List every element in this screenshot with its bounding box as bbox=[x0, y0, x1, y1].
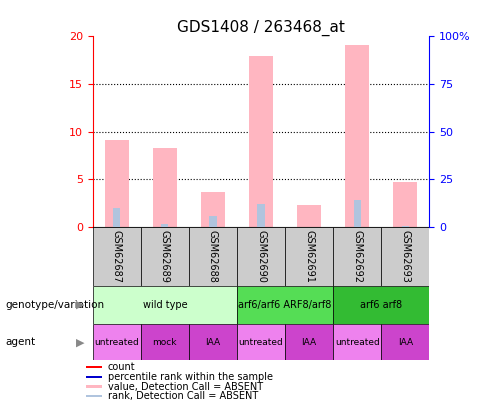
Title: GDS1408 / 263468_at: GDS1408 / 263468_at bbox=[177, 20, 345, 36]
Bar bbox=[86, 395, 102, 397]
Bar bbox=[354, 200, 361, 227]
Bar bbox=[333, 324, 381, 360]
Bar bbox=[402, 226, 409, 227]
Text: mock: mock bbox=[153, 338, 177, 347]
Bar bbox=[86, 386, 102, 388]
Text: agent: agent bbox=[5, 337, 35, 347]
Text: wild type: wild type bbox=[142, 300, 187, 310]
Bar bbox=[237, 227, 285, 286]
Bar bbox=[105, 140, 129, 227]
Text: GSM62688: GSM62688 bbox=[208, 230, 218, 283]
Text: untreated: untreated bbox=[239, 338, 284, 347]
Bar bbox=[93, 227, 141, 286]
Bar bbox=[86, 366, 102, 368]
Text: GSM62691: GSM62691 bbox=[304, 230, 314, 283]
Bar bbox=[237, 324, 285, 360]
Bar bbox=[141, 227, 189, 286]
Bar bbox=[153, 148, 177, 227]
Bar bbox=[345, 45, 369, 227]
Text: GSM62687: GSM62687 bbox=[112, 230, 122, 283]
Text: untreated: untreated bbox=[94, 338, 139, 347]
Text: arf6/arf6 ARF8/arf8: arf6/arf6 ARF8/arf8 bbox=[239, 300, 332, 310]
Text: GSM62692: GSM62692 bbox=[352, 230, 362, 283]
Bar bbox=[258, 204, 264, 227]
Bar bbox=[381, 324, 429, 360]
Bar bbox=[161, 224, 168, 227]
Bar bbox=[333, 227, 381, 286]
Bar bbox=[209, 216, 217, 227]
Bar bbox=[93, 286, 237, 324]
Bar bbox=[201, 192, 225, 227]
Text: GSM62693: GSM62693 bbox=[400, 230, 410, 283]
Text: arf6 arf8: arf6 arf8 bbox=[360, 300, 403, 310]
Text: genotype/variation: genotype/variation bbox=[5, 300, 104, 310]
Bar bbox=[189, 324, 237, 360]
Bar bbox=[285, 324, 333, 360]
Text: ▶: ▶ bbox=[76, 337, 85, 347]
Bar bbox=[113, 208, 121, 227]
Text: value, Detection Call = ABSENT: value, Detection Call = ABSENT bbox=[108, 382, 263, 392]
Text: count: count bbox=[108, 362, 135, 372]
Text: GSM62690: GSM62690 bbox=[256, 230, 266, 283]
Bar bbox=[381, 227, 429, 286]
Text: percentile rank within the sample: percentile rank within the sample bbox=[108, 372, 273, 382]
Bar bbox=[297, 205, 321, 227]
Text: rank, Detection Call = ABSENT: rank, Detection Call = ABSENT bbox=[108, 391, 258, 401]
Text: GSM62689: GSM62689 bbox=[160, 230, 170, 283]
Bar bbox=[86, 376, 102, 378]
Bar bbox=[393, 182, 417, 227]
Bar bbox=[237, 286, 333, 324]
Bar bbox=[333, 286, 429, 324]
Bar bbox=[93, 324, 141, 360]
Text: IAA: IAA bbox=[302, 338, 317, 347]
Text: untreated: untreated bbox=[335, 338, 380, 347]
Bar bbox=[285, 227, 333, 286]
Text: IAA: IAA bbox=[398, 338, 413, 347]
Text: ▶: ▶ bbox=[76, 300, 85, 310]
Bar bbox=[249, 56, 273, 227]
Bar bbox=[141, 324, 189, 360]
Bar bbox=[189, 227, 237, 286]
Text: IAA: IAA bbox=[205, 338, 221, 347]
